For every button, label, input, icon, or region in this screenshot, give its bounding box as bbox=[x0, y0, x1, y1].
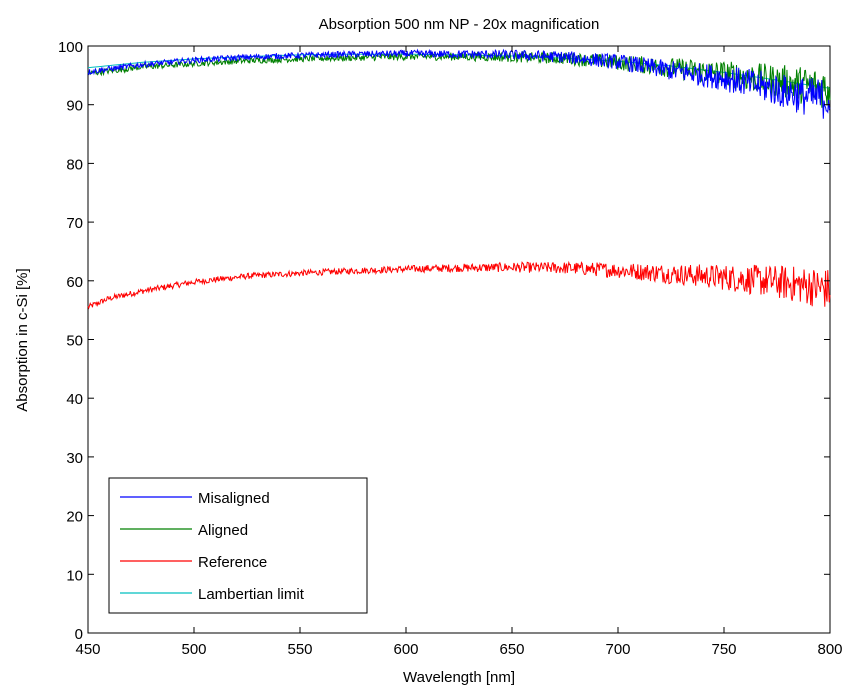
y-tick-label: 50 bbox=[66, 333, 83, 350]
legend-label: Aligned bbox=[198, 522, 248, 539]
x-tick-label: 650 bbox=[499, 641, 524, 658]
series-line-reference bbox=[87, 260, 831, 310]
x-axis-label: Wavelength [nm] bbox=[403, 669, 515, 686]
y-tick-label: 40 bbox=[66, 391, 83, 408]
legend-label: Lambertian limit bbox=[198, 586, 305, 603]
y-tick-label: 80 bbox=[66, 156, 83, 173]
series-line-misaligned bbox=[87, 48, 831, 119]
x-tick-label: 550 bbox=[287, 641, 312, 658]
legend-label: Misaligned bbox=[198, 490, 270, 507]
x-tick-label: 700 bbox=[605, 641, 630, 658]
x-tick-label: 450 bbox=[75, 641, 100, 658]
y-axis-label: Absorption in c-Si [%] bbox=[14, 268, 31, 411]
ticks-layer: 450 500 550 600 650 700 750 800 0 10 20 30 40 50 60 70 8… bbox=[58, 39, 843, 658]
y-tick-label: 30 bbox=[66, 450, 83, 467]
y-tick-label: 60 bbox=[66, 274, 83, 291]
legend-box bbox=[108, 477, 368, 614]
x-tick-label: 750 bbox=[711, 641, 736, 658]
y-tick-label: 100 bbox=[58, 39, 83, 56]
chart-title: Absorption 500 nm NP - 20x magnification bbox=[319, 16, 600, 33]
y-tick-label: 90 bbox=[66, 98, 83, 115]
y-tick-label: 0 bbox=[75, 626, 83, 643]
legend: Misaligned Aligned Reference Lambertian lim… bbox=[108, 477, 368, 614]
x-tick-label: 600 bbox=[393, 641, 418, 658]
y-tick-label: 20 bbox=[66, 509, 83, 526]
legend-label: Reference bbox=[198, 554, 267, 571]
y-tick-label: 10 bbox=[66, 567, 83, 584]
series-layer bbox=[87, 48, 831, 310]
x-tick-label: 500 bbox=[181, 641, 206, 658]
y-tick-label: 70 bbox=[66, 215, 83, 232]
x-tick-label: 800 bbox=[817, 641, 842, 658]
